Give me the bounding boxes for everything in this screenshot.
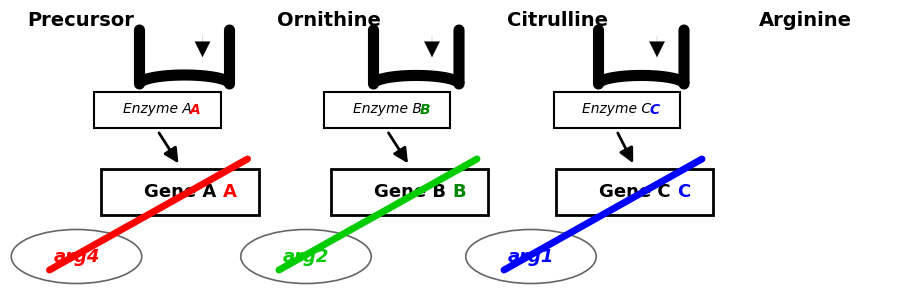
Ellipse shape xyxy=(466,230,596,284)
FancyBboxPatch shape xyxy=(331,169,488,215)
Text: Citrulline: Citrulline xyxy=(508,11,608,31)
Text: C: C xyxy=(649,103,660,116)
Text: Ornithine: Ornithine xyxy=(276,11,381,31)
Text: Enzyme B: Enzyme B xyxy=(353,103,421,116)
FancyBboxPatch shape xyxy=(102,169,259,215)
Text: C: C xyxy=(678,183,690,201)
Text: Gene A: Gene A xyxy=(144,183,216,201)
Text: Precursor: Precursor xyxy=(28,11,134,31)
Text: arg4: arg4 xyxy=(53,248,100,266)
Text: Enzyme C: Enzyme C xyxy=(582,103,651,116)
Ellipse shape xyxy=(11,230,142,284)
FancyBboxPatch shape xyxy=(554,92,680,128)
Text: A: A xyxy=(222,183,237,201)
Text: Gene C: Gene C xyxy=(598,183,670,201)
Text: Gene B: Gene B xyxy=(374,183,446,201)
Text: Arginine: Arginine xyxy=(759,11,852,31)
Text: arg2: arg2 xyxy=(283,248,329,266)
Text: B: B xyxy=(452,183,466,201)
Text: Enzyme A: Enzyme A xyxy=(123,103,192,116)
FancyBboxPatch shape xyxy=(556,169,713,215)
Text: B: B xyxy=(419,103,430,116)
FancyBboxPatch shape xyxy=(94,92,220,128)
FancyBboxPatch shape xyxy=(324,92,450,128)
Ellipse shape xyxy=(241,230,371,284)
Text: arg1: arg1 xyxy=(508,248,554,266)
Text: A: A xyxy=(190,103,201,116)
